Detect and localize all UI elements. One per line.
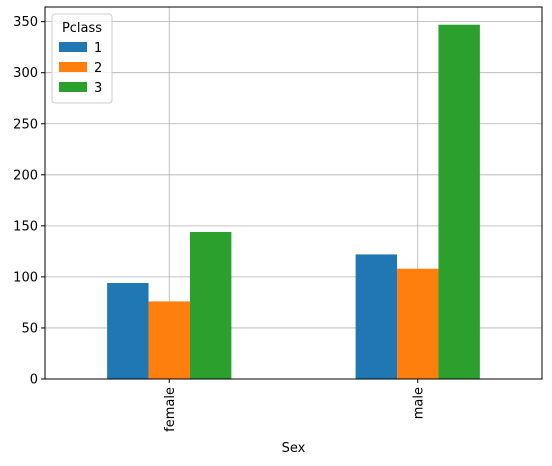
y-tick-label: 0 (30, 373, 38, 388)
bar (189, 231, 232, 379)
axis-ticks: 0 50 100 150 200 250 300 350 female male (13, 15, 426, 432)
legend-label: 1 (94, 41, 102, 56)
x-tick-label: female (163, 387, 178, 432)
x-axis-title: Sex (282, 441, 306, 456)
bar (397, 268, 439, 379)
y-tick-label: 100 (13, 270, 38, 285)
y-tick-label: 300 (13, 66, 38, 81)
y-tick-label: 350 (13, 15, 38, 30)
legend-label: 2 (94, 61, 102, 76)
y-tick-label: 150 (13, 219, 38, 234)
x-tick-label: male (411, 387, 426, 419)
legend-label: 3 (94, 81, 102, 96)
bar (148, 301, 190, 379)
y-tick-label: 200 (13, 168, 38, 183)
bar (107, 283, 149, 379)
y-tick-label: 50 (21, 321, 38, 336)
bar (355, 254, 398, 379)
y-tick-label: 250 (13, 117, 38, 132)
bars (107, 24, 480, 379)
legend: Pclass 1 2 3 (51, 13, 113, 104)
plot-frame (44, 6, 543, 380)
bar (438, 24, 480, 379)
legend-swatch (59, 42, 87, 52)
legend-box (51, 13, 113, 104)
legend-swatch (59, 82, 87, 92)
legend-title: Pclass (62, 21, 102, 36)
legend-swatch (59, 62, 87, 72)
